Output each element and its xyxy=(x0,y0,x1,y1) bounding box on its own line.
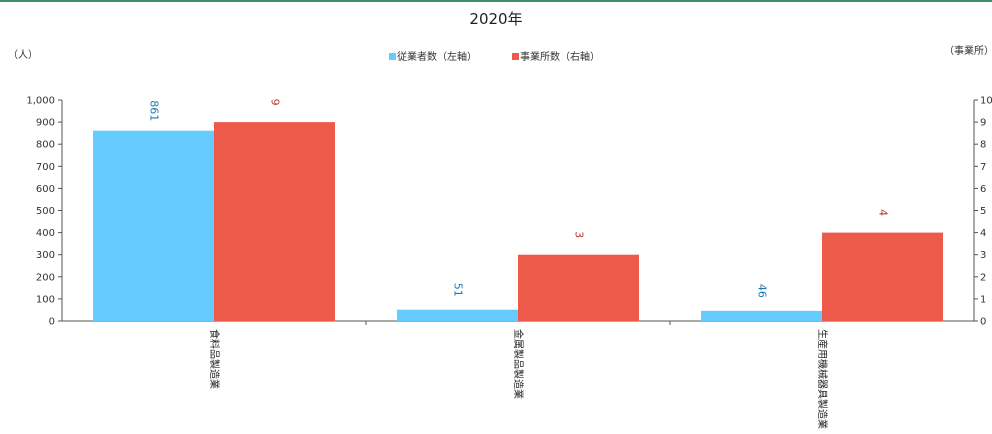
left-tick-label: 900 xyxy=(36,118,55,129)
data-label-employees: 51 xyxy=(452,283,465,297)
right-tick-label: 10 xyxy=(980,96,992,107)
bar-establishments xyxy=(214,122,335,321)
right-tick-label: 4 xyxy=(980,228,986,239)
data-label-employees: 861 xyxy=(148,100,161,121)
right-tick-label: 8 xyxy=(980,140,986,151)
data-label-establishments: 4 xyxy=(877,209,890,216)
right-tick-label: 1 xyxy=(980,294,986,305)
legend-label-establishments: 事業所数（右軸） xyxy=(520,50,600,63)
data-label-establishments: 9 xyxy=(269,99,282,106)
bars xyxy=(93,122,943,321)
legend-label-employees: 従業者数（左軸） xyxy=(397,50,477,63)
right-tick-label: 3 xyxy=(980,250,986,261)
left-tick-label: 300 xyxy=(36,250,55,261)
chart-title: 2020年 xyxy=(469,10,522,28)
data-label-employees: 46 xyxy=(756,284,769,298)
x-category-label: 生産用機械器具製造業 xyxy=(816,329,829,429)
left-tick-label: 1,000 xyxy=(26,96,55,107)
right-axis-unit: （事業所） xyxy=(944,44,992,57)
x-category-label: 食料品製造業 xyxy=(208,329,221,389)
right-tick-label: 2 xyxy=(980,272,986,283)
bar-employees xyxy=(701,310,822,321)
data-label-establishments: 3 xyxy=(573,231,586,238)
legend-swatch-employees xyxy=(389,53,396,60)
left-tick-label: 400 xyxy=(36,228,55,239)
left-axis-unit: （人） xyxy=(8,49,38,61)
legend-swatch-establishments xyxy=(512,53,519,60)
axes: 0 100 200 300 400 500 600 700 800 900 1,000 0 1 2 3 4 5 6… xyxy=(26,96,992,430)
right-tick-label: 7 xyxy=(980,162,986,173)
left-tick-label: 700 xyxy=(36,162,55,173)
left-tick-label: 200 xyxy=(36,272,55,283)
left-tick-label: 800 xyxy=(36,140,55,151)
x-category-label: 金属製品製造業 xyxy=(512,329,525,399)
bar-establishments xyxy=(822,232,943,321)
left-tick-label: 500 xyxy=(36,206,55,217)
top-border xyxy=(0,0,992,2)
data-labels: 861 9 51 3 46 4 xyxy=(148,99,890,298)
right-tick-label: 0 xyxy=(980,317,986,328)
right-tick-label: 9 xyxy=(980,118,986,129)
right-tick-label: 6 xyxy=(980,184,986,195)
left-tick-label: 100 xyxy=(36,294,55,305)
bar-employees xyxy=(93,130,214,321)
right-tick-label: 5 xyxy=(980,206,986,217)
left-tick-label: 0 xyxy=(49,317,55,328)
legend: 従業者数（左軸） 事業所数（右軸） xyxy=(389,50,600,63)
bar-establishments xyxy=(518,254,639,321)
bar-employees xyxy=(397,309,518,321)
left-tick-label: 600 xyxy=(36,184,55,195)
